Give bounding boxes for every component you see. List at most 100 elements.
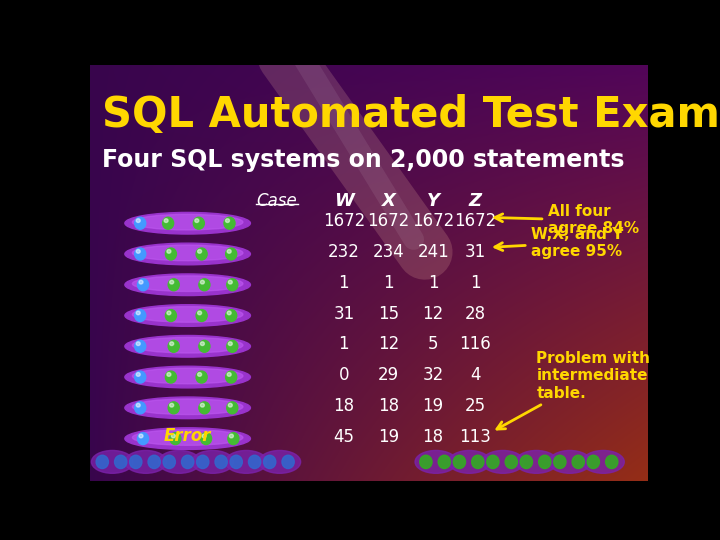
Ellipse shape (132, 430, 243, 446)
Ellipse shape (282, 455, 294, 469)
Text: 45: 45 (333, 428, 354, 446)
Text: 1: 1 (469, 274, 480, 292)
Text: 4: 4 (469, 366, 480, 384)
Text: 32: 32 (423, 366, 444, 384)
Ellipse shape (135, 371, 145, 383)
Text: 31: 31 (333, 305, 354, 323)
Ellipse shape (170, 403, 174, 407)
Ellipse shape (199, 279, 210, 291)
Text: 25: 25 (464, 397, 485, 415)
Text: 18: 18 (333, 397, 354, 415)
Ellipse shape (181, 455, 194, 469)
Ellipse shape (472, 455, 484, 469)
Ellipse shape (228, 403, 233, 407)
Text: 29: 29 (378, 366, 399, 384)
Text: 1: 1 (428, 274, 438, 292)
Ellipse shape (135, 309, 145, 321)
Ellipse shape (227, 373, 231, 376)
Ellipse shape (449, 450, 490, 474)
Text: Problem with
intermediate
table.: Problem with intermediate table. (497, 351, 650, 429)
Text: Y: Y (427, 192, 440, 210)
Ellipse shape (215, 455, 228, 469)
Ellipse shape (228, 342, 233, 346)
Ellipse shape (135, 402, 145, 414)
Ellipse shape (91, 450, 133, 474)
Ellipse shape (166, 371, 176, 383)
Ellipse shape (125, 243, 251, 265)
Ellipse shape (167, 373, 171, 376)
Ellipse shape (148, 455, 161, 469)
Ellipse shape (225, 248, 237, 260)
Ellipse shape (125, 212, 251, 234)
Ellipse shape (139, 280, 143, 284)
Ellipse shape (171, 434, 176, 438)
Ellipse shape (197, 311, 202, 315)
Text: 12: 12 (378, 335, 399, 354)
Ellipse shape (135, 248, 145, 260)
Ellipse shape (200, 280, 204, 284)
Ellipse shape (227, 279, 238, 291)
Ellipse shape (196, 371, 207, 383)
Ellipse shape (170, 280, 174, 284)
Ellipse shape (136, 311, 140, 315)
Ellipse shape (195, 219, 199, 222)
Ellipse shape (225, 219, 230, 222)
Ellipse shape (163, 217, 174, 229)
Text: Four SQL systems on 2,000 statements: Four SQL systems on 2,000 statements (102, 148, 624, 172)
Text: 0: 0 (338, 366, 349, 384)
Text: 113: 113 (459, 428, 491, 446)
Text: 28: 28 (464, 305, 485, 323)
Ellipse shape (167, 311, 171, 315)
Ellipse shape (200, 342, 204, 346)
Ellipse shape (130, 455, 142, 469)
Ellipse shape (197, 249, 202, 253)
Ellipse shape (227, 340, 238, 352)
Ellipse shape (135, 340, 145, 352)
Text: 1672: 1672 (367, 212, 410, 231)
Ellipse shape (170, 433, 181, 444)
Text: 1: 1 (338, 274, 349, 292)
Ellipse shape (606, 455, 618, 469)
Ellipse shape (588, 455, 600, 469)
Text: 18: 18 (378, 397, 399, 415)
Ellipse shape (197, 455, 209, 469)
Ellipse shape (228, 433, 239, 444)
Ellipse shape (487, 455, 499, 469)
Text: 1: 1 (383, 274, 394, 292)
Ellipse shape (193, 217, 204, 229)
Text: 1672: 1672 (323, 212, 365, 231)
Text: Case: Case (256, 192, 297, 210)
Ellipse shape (136, 342, 140, 346)
Ellipse shape (132, 338, 243, 353)
Text: 232: 232 (328, 243, 360, 261)
Ellipse shape (572, 455, 585, 469)
Ellipse shape (125, 274, 251, 295)
Ellipse shape (420, 455, 432, 469)
Text: W,X, and Y
agree 95%: W,X, and Y agree 95% (495, 227, 623, 259)
Ellipse shape (139, 434, 143, 438)
Ellipse shape (196, 248, 207, 260)
Text: 18: 18 (423, 428, 444, 446)
Ellipse shape (554, 455, 566, 469)
Ellipse shape (225, 371, 237, 383)
Ellipse shape (258, 450, 301, 474)
Ellipse shape (505, 455, 518, 469)
Ellipse shape (125, 450, 167, 474)
Ellipse shape (225, 309, 237, 321)
Ellipse shape (192, 450, 234, 474)
Ellipse shape (114, 455, 127, 469)
Ellipse shape (264, 455, 276, 469)
Ellipse shape (136, 249, 140, 253)
Ellipse shape (438, 455, 451, 469)
Text: SQL Automated Test Example: SQL Automated Test Example (102, 94, 720, 136)
Text: Error: Error (164, 427, 212, 446)
Ellipse shape (158, 450, 200, 474)
Text: 1672: 1672 (412, 212, 454, 231)
Ellipse shape (166, 309, 176, 321)
Text: 19: 19 (423, 397, 444, 415)
Text: 234: 234 (373, 243, 405, 261)
Ellipse shape (199, 340, 210, 352)
Ellipse shape (202, 434, 206, 438)
Ellipse shape (196, 309, 207, 321)
Ellipse shape (549, 450, 591, 474)
